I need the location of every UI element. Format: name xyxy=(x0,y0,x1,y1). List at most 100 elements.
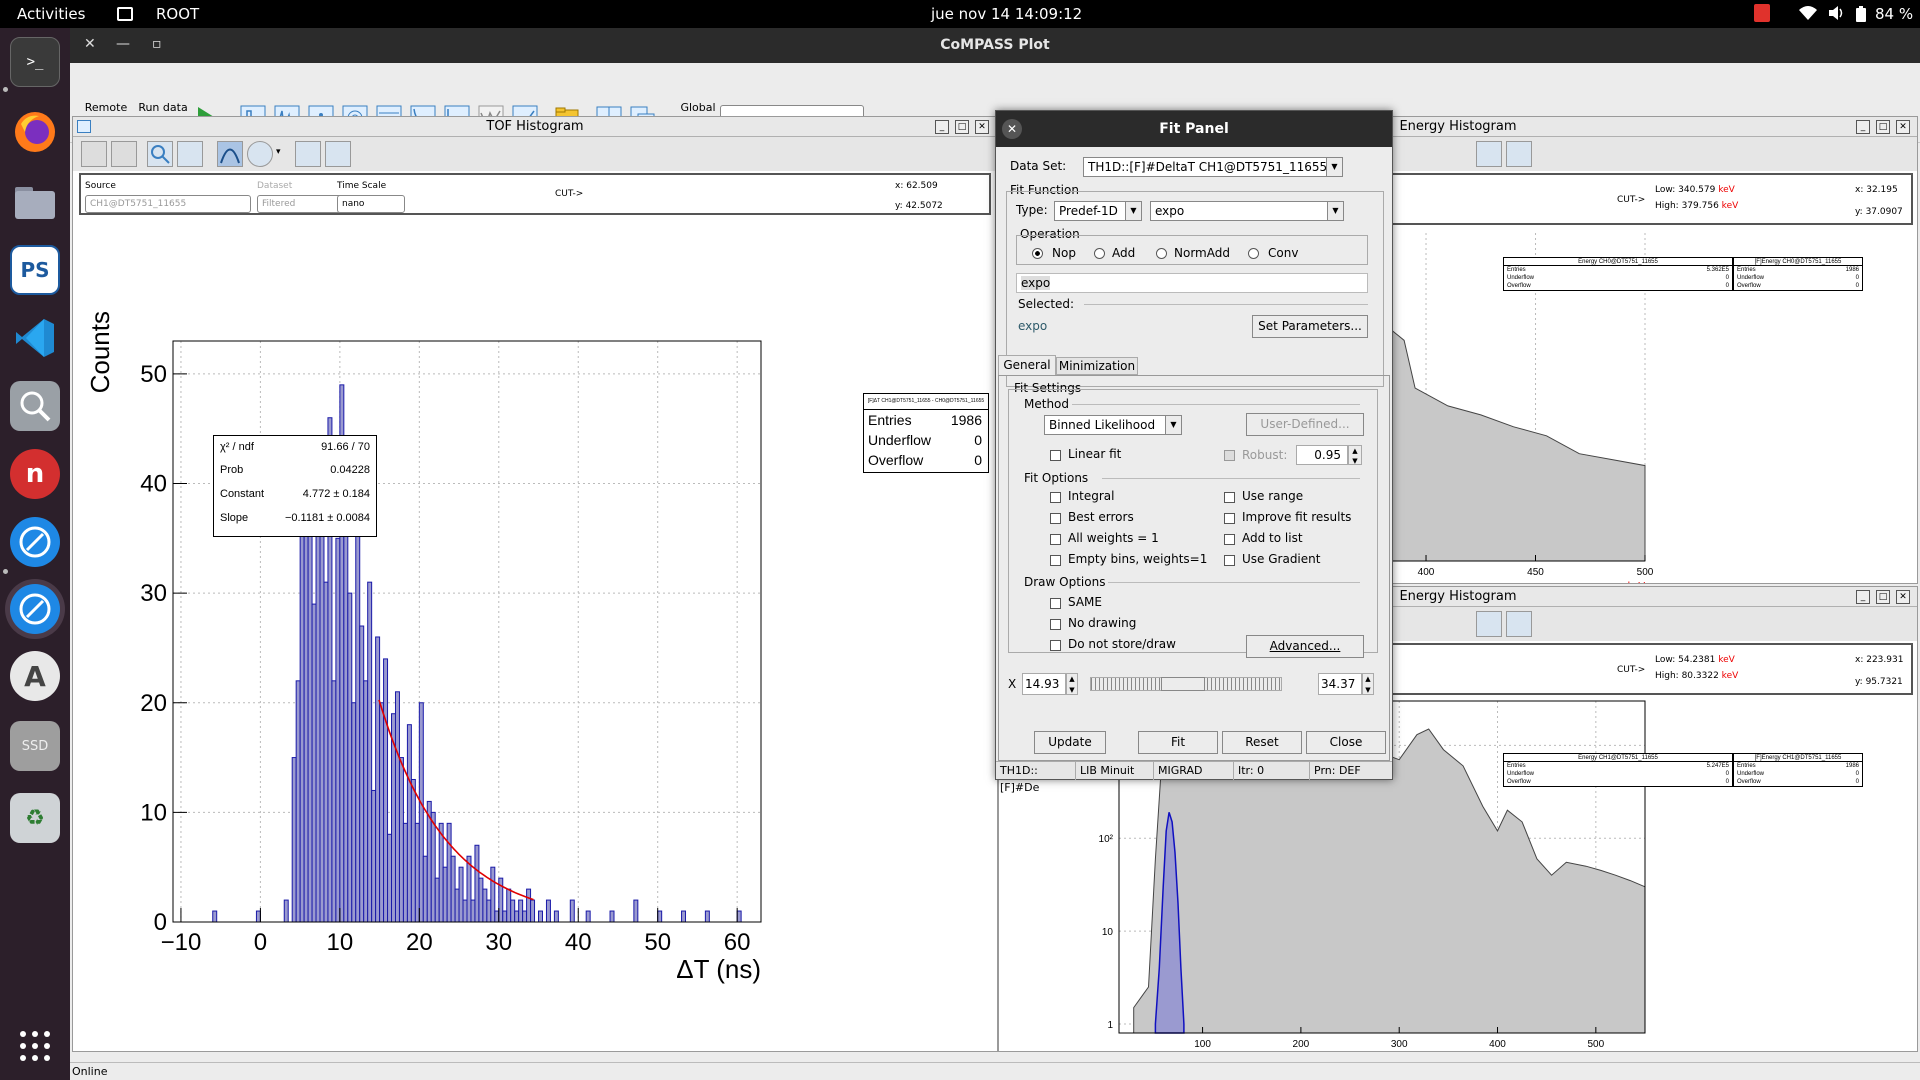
clear-icon[interactable] xyxy=(111,141,137,167)
add-to-list-checkbox[interactable] xyxy=(1224,534,1235,545)
constant-value: 4.772 ± 0.184 xyxy=(302,488,370,500)
all-weights-checkbox[interactable] xyxy=(1050,534,1061,545)
type-select[interactable]: Predef-1D ▼ xyxy=(1054,201,1142,221)
energy-top-minimize-button[interactable]: _ xyxy=(1856,120,1870,134)
y-tick-label: 1 xyxy=(1107,1020,1113,1031)
improve-fit-checkbox[interactable] xyxy=(1224,513,1235,524)
reset-button[interactable]: Reset xyxy=(1222,731,1302,754)
best-errors-checkbox[interactable] xyxy=(1050,513,1061,524)
dataset-select[interactable]: TH1D::[F]#DeltaT CH1@DT5751_11655 ▼ xyxy=(1083,157,1343,177)
x-min-spin-icon[interactable]: ▲ ▼ xyxy=(1066,673,1078,695)
window-maximize-icon[interactable]: ▫ xyxy=(152,36,162,52)
tof-histogram-window: TOF Histogram _ □ ✕ ▾ Source CH1@DT5751_… xyxy=(72,116,998,1052)
trash-icon[interactable]: ♻ xyxy=(10,793,60,843)
software-center-icon[interactable]: A xyxy=(10,651,60,701)
fit-button[interactable]: Fit xyxy=(1138,731,1218,754)
set-parameters-button[interactable]: Set Parameters... xyxy=(1252,315,1368,338)
formula-input[interactable]: expo xyxy=(1016,273,1368,293)
activities-button[interactable]: Activities xyxy=(17,5,86,23)
op-conv-radio[interactable] xyxy=(1248,248,1259,259)
robust-checkbox[interactable] xyxy=(1224,450,1235,461)
integral-checkbox[interactable] xyxy=(1050,492,1061,503)
update-button[interactable]: Update xyxy=(1034,731,1106,754)
histogram-bin xyxy=(315,472,321,923)
use-range-checkbox[interactable] xyxy=(1224,492,1235,503)
firefox-icon[interactable] xyxy=(10,107,60,157)
fit-gauss-icon[interactable] xyxy=(217,141,243,167)
energy-bottom-close-button[interactable]: ✕ xyxy=(1896,590,1910,604)
x-max-input[interactable]: 34.37 xyxy=(1318,673,1362,695)
export-icon[interactable] xyxy=(1506,611,1532,637)
show-apps-icon[interactable] xyxy=(10,1021,60,1071)
files-icon[interactable] xyxy=(10,177,60,227)
image-viewer-icon[interactable] xyxy=(10,381,60,431)
tof-close-button[interactable]: ✕ xyxy=(975,120,989,134)
terminal-icon[interactable]: >_ xyxy=(10,37,60,87)
user-defined-button[interactable]: User-Defined... xyxy=(1246,413,1364,436)
x-max-spin-icon[interactable]: ▲ ▼ xyxy=(1362,673,1374,695)
op-nop-radio[interactable] xyxy=(1032,248,1043,259)
close-button[interactable]: Close xyxy=(1306,731,1386,754)
volume-icon[interactable] xyxy=(1827,4,1845,22)
table-icon[interactable] xyxy=(177,141,203,167)
ssd-drive-icon[interactable]: SSD xyxy=(10,721,60,771)
export-icon[interactable] xyxy=(325,141,351,167)
clock[interactable]: jue nov 14 14:09:12 xyxy=(931,5,1083,23)
battery-icon[interactable] xyxy=(1856,6,1866,24)
x-min-input[interactable]: 14.93 xyxy=(1022,673,1066,695)
energy-top-maximize-button[interactable]: □ xyxy=(1876,120,1890,134)
energy-bottom-maximize-button[interactable]: □ xyxy=(1876,590,1890,604)
op-add-label: Add xyxy=(1112,246,1136,260)
do-not-store-checkbox[interactable] xyxy=(1050,640,1061,651)
snapshot-icon[interactable] xyxy=(1476,141,1502,167)
use-gradient-checkbox[interactable] xyxy=(1224,555,1235,566)
zoom-icon[interactable] xyxy=(147,141,173,167)
tof-maximize-button[interactable]: □ xyxy=(955,120,969,134)
op-normadd-radio[interactable] xyxy=(1156,248,1167,259)
advanced-button[interactable]: Advanced... xyxy=(1246,635,1364,658)
palette-dropdown-icon[interactable]: ▾ xyxy=(276,147,281,157)
robust-spin-icon[interactable]: ▲ ▼ xyxy=(1348,445,1362,465)
wifi-icon[interactable] xyxy=(1799,5,1817,23)
snapshot-icon[interactable] xyxy=(1476,611,1502,637)
robust-input[interactable]: 0.95 xyxy=(1296,445,1348,465)
energy-top-close-button[interactable]: ✕ xyxy=(1896,120,1910,134)
method-select[interactable]: Binned Likelihood ▼ xyxy=(1044,415,1182,435)
palette-icon[interactable] xyxy=(247,141,273,167)
pspp-icon[interactable]: PS xyxy=(10,245,60,295)
compass-app-icon[interactable] xyxy=(10,517,60,567)
window-close-icon[interactable]: ✕ xyxy=(84,36,96,52)
histogram-bin xyxy=(351,702,357,923)
timescale-field[interactable]: nano xyxy=(337,195,405,213)
tof-minimize-button[interactable]: _ xyxy=(935,120,949,134)
linear-fit-checkbox[interactable] xyxy=(1050,450,1061,461)
energy-bottom-minimize-button[interactable]: _ xyxy=(1856,590,1870,604)
tab-minimization[interactable]: Minimization xyxy=(1056,357,1138,375)
nextcloud-icon[interactable]: n xyxy=(10,449,60,499)
no-drawing-checkbox[interactable] xyxy=(1050,619,1061,630)
status-iterations: Itr: 0 xyxy=(1234,762,1310,780)
app-menu[interactable]: ROOT xyxy=(156,5,200,23)
status-dataset: TH1D::[F]#De xyxy=(996,762,1076,794)
record-indicator-icon[interactable] xyxy=(1754,4,1770,22)
dataset-field[interactable]: Filtered xyxy=(257,195,345,213)
empty-bins-checkbox[interactable] xyxy=(1050,555,1061,566)
vscode-icon[interactable] xyxy=(10,313,60,363)
same-checkbox[interactable] xyxy=(1050,598,1061,609)
x-range-slider-handle[interactable] xyxy=(1161,677,1205,691)
window-minimize-icon[interactable]: — xyxy=(116,36,130,52)
snapshot-icon[interactable] xyxy=(295,141,321,167)
chi2-value: 91.66 / 70 xyxy=(321,441,370,453)
source-field[interactable]: CH1@DT5751_11655 xyxy=(85,195,251,213)
x-range-slider[interactable] xyxy=(1090,677,1282,691)
battery-percentage[interactable]: 84 % xyxy=(1875,5,1914,23)
compass-app-active-icon[interactable] xyxy=(10,584,60,634)
settings-icon[interactable] xyxy=(81,141,107,167)
function-select[interactable]: expo ▼ xyxy=(1150,201,1344,221)
fit-panel-close-icon[interactable]: ✕ xyxy=(1002,119,1022,139)
y-tick-label: 50 xyxy=(140,361,167,388)
op-add-radio[interactable] xyxy=(1094,248,1105,259)
export-icon[interactable] xyxy=(1506,141,1532,167)
tab-general[interactable]: General xyxy=(998,355,1056,375)
